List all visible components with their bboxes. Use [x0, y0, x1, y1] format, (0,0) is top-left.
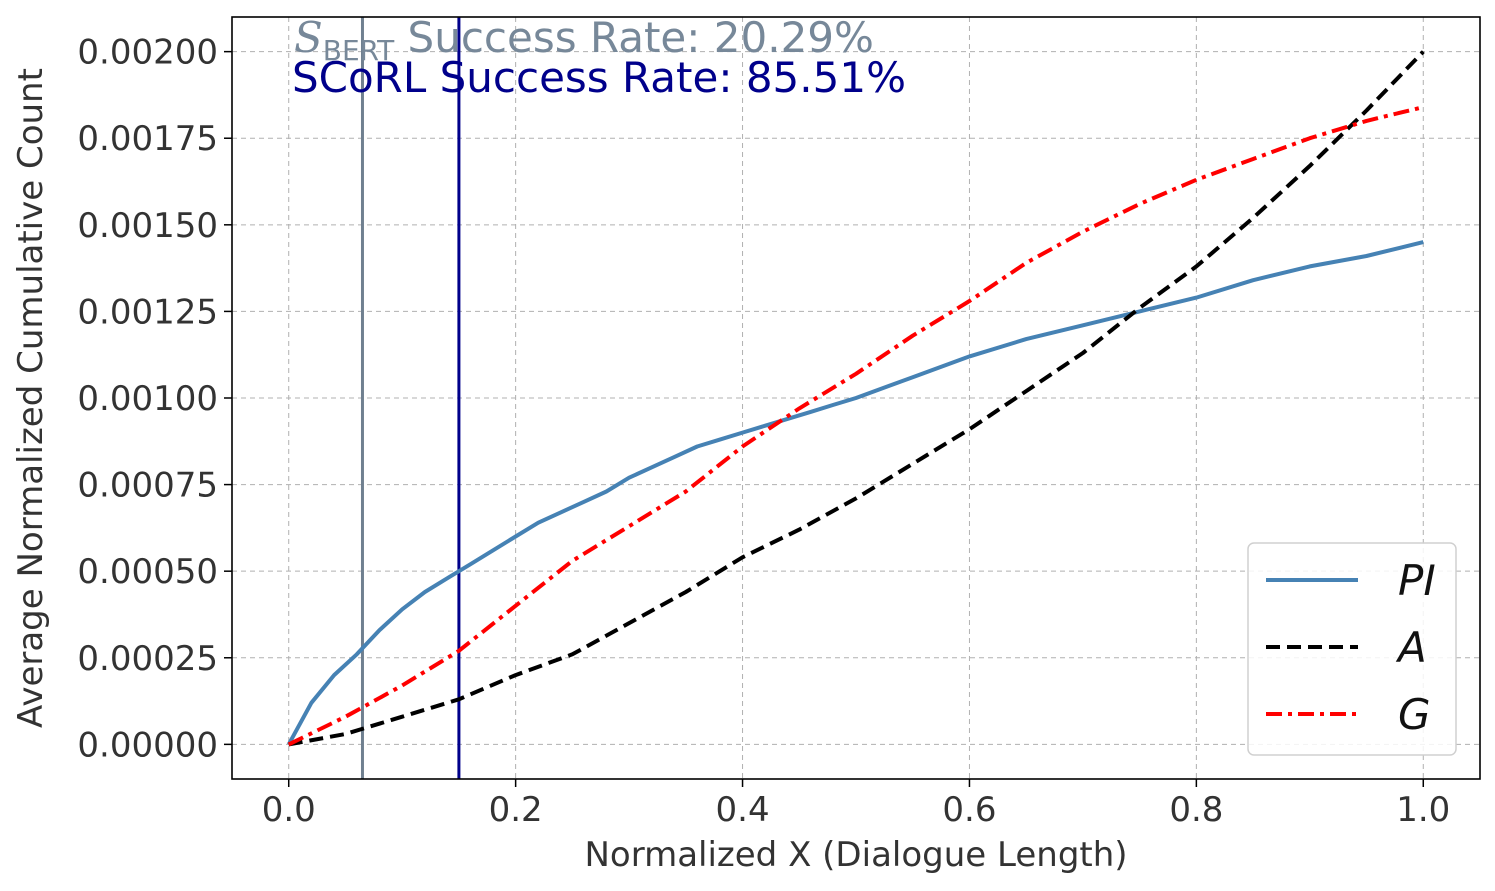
- x-tick-label: 0.8: [1169, 790, 1223, 830]
- y-tick-label: 0.00000: [77, 725, 218, 765]
- series-line-g: [287, 105, 1424, 747]
- series-line-a: [288, 50, 1425, 747]
- y-tick-label: 0.00050: [77, 552, 218, 592]
- legend-label-a: A: [1395, 623, 1427, 672]
- x-tick-label: 0.0: [262, 790, 316, 830]
- legend-label-pi: PI: [1398, 556, 1436, 605]
- sbert-success-annotation: SBERT Success Rate: 20.29%: [294, 13, 874, 67]
- y-axis-ticks: 0.00000 0.00025 0.00050 0.00075 0.00100 0.001…: [77, 33, 232, 765]
- legend-label-g: G: [1398, 690, 1431, 739]
- y-tick-label: 0.00200: [77, 33, 218, 73]
- annotation-symbol: S: [294, 13, 323, 62]
- y-tick-label: 0.00125: [77, 292, 218, 332]
- y-tick-label: 0.00025: [77, 639, 218, 679]
- annotation-text: SCoRL Success Rate: 85.51%: [292, 53, 906, 102]
- y-tick-label: 0.00175: [77, 119, 218, 159]
- y-axis-label: Average Normalized Cumulative Count: [11, 68, 51, 728]
- x-tick-label: 0.2: [489, 790, 543, 830]
- annotation-subscript: BERT: [323, 34, 395, 67]
- y-tick-label: 0.00100: [77, 379, 218, 419]
- series-line-pi: [286, 240, 1424, 746]
- x-tick-label: 0.4: [716, 790, 770, 830]
- scorl-success-annotation: SCoRL Success Rate: 85.51%: [292, 53, 906, 102]
- annotation-text: Success Rate: 20.29%: [394, 13, 874, 62]
- legend: PI AG: [1247, 542, 1457, 756]
- y-tick-label: 0.00150: [77, 206, 218, 246]
- x-tick-label: 1.0: [1396, 790, 1450, 830]
- x-tick-label: 0.6: [942, 790, 996, 830]
- series-lines: [286, 50, 1425, 747]
- y-tick-label: 0.00075: [77, 466, 218, 506]
- x-axis-ticks: 0.0 0.2 0.4 0.6 0.8 1.0: [262, 779, 1450, 830]
- x-axis-label: Normalized X (Dialogue Length): [584, 835, 1127, 875]
